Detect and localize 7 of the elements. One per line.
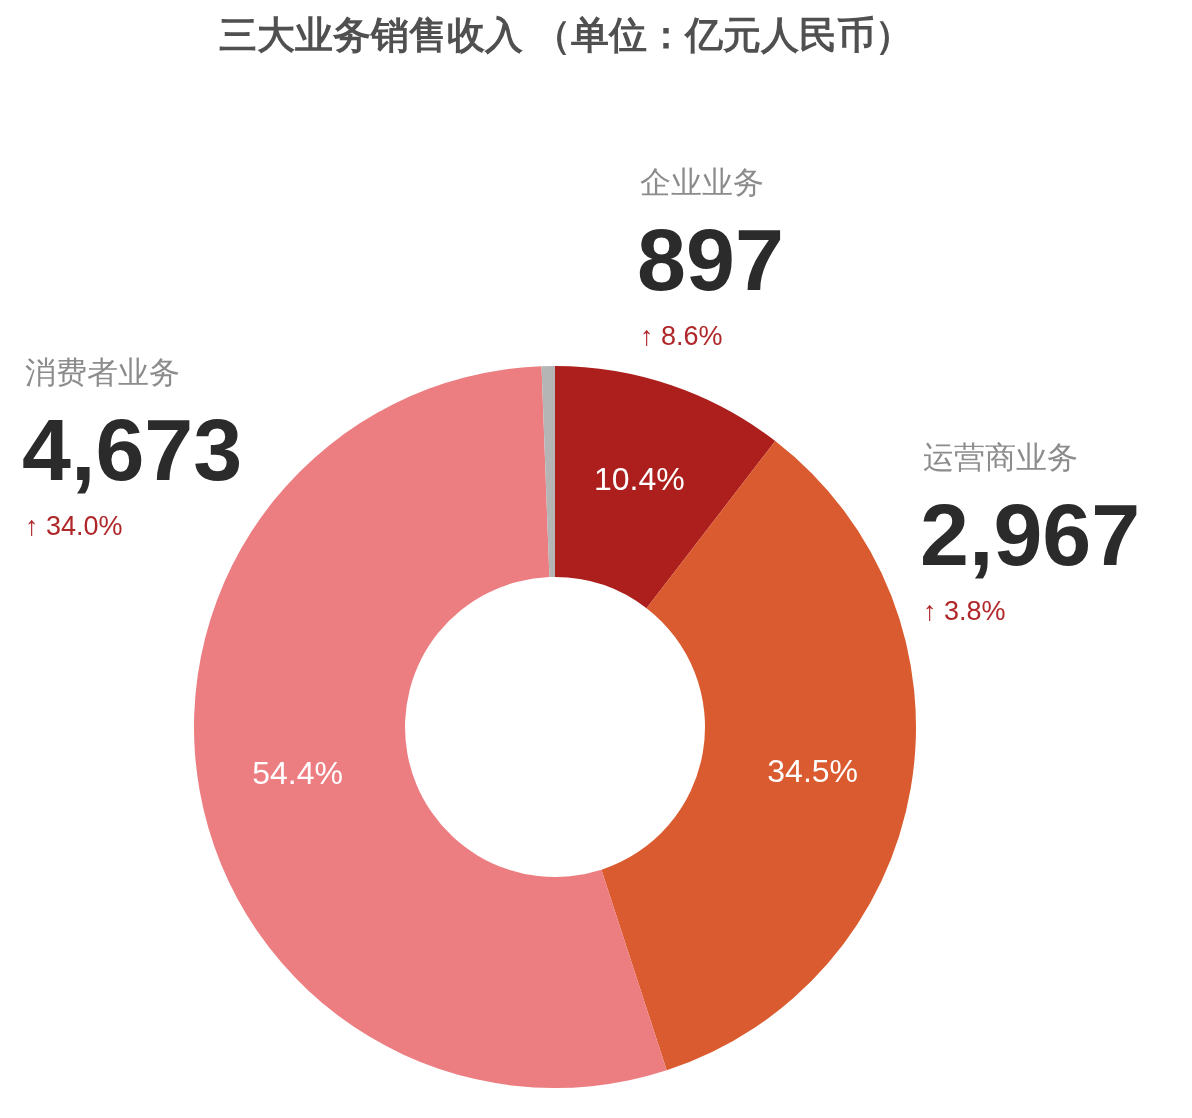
category: 消费者业务 [25,355,180,390]
growth: ↑ 3.8% [923,596,1006,626]
title: 三大业务销售收入 （单位：亿元人民币） [218,14,914,56]
category: 企业业务 [640,165,764,200]
growth: ↑ 34.0% [25,511,123,541]
category: 运营商业务 [923,440,1078,475]
growth: ↑ 8.6% [640,321,723,351]
